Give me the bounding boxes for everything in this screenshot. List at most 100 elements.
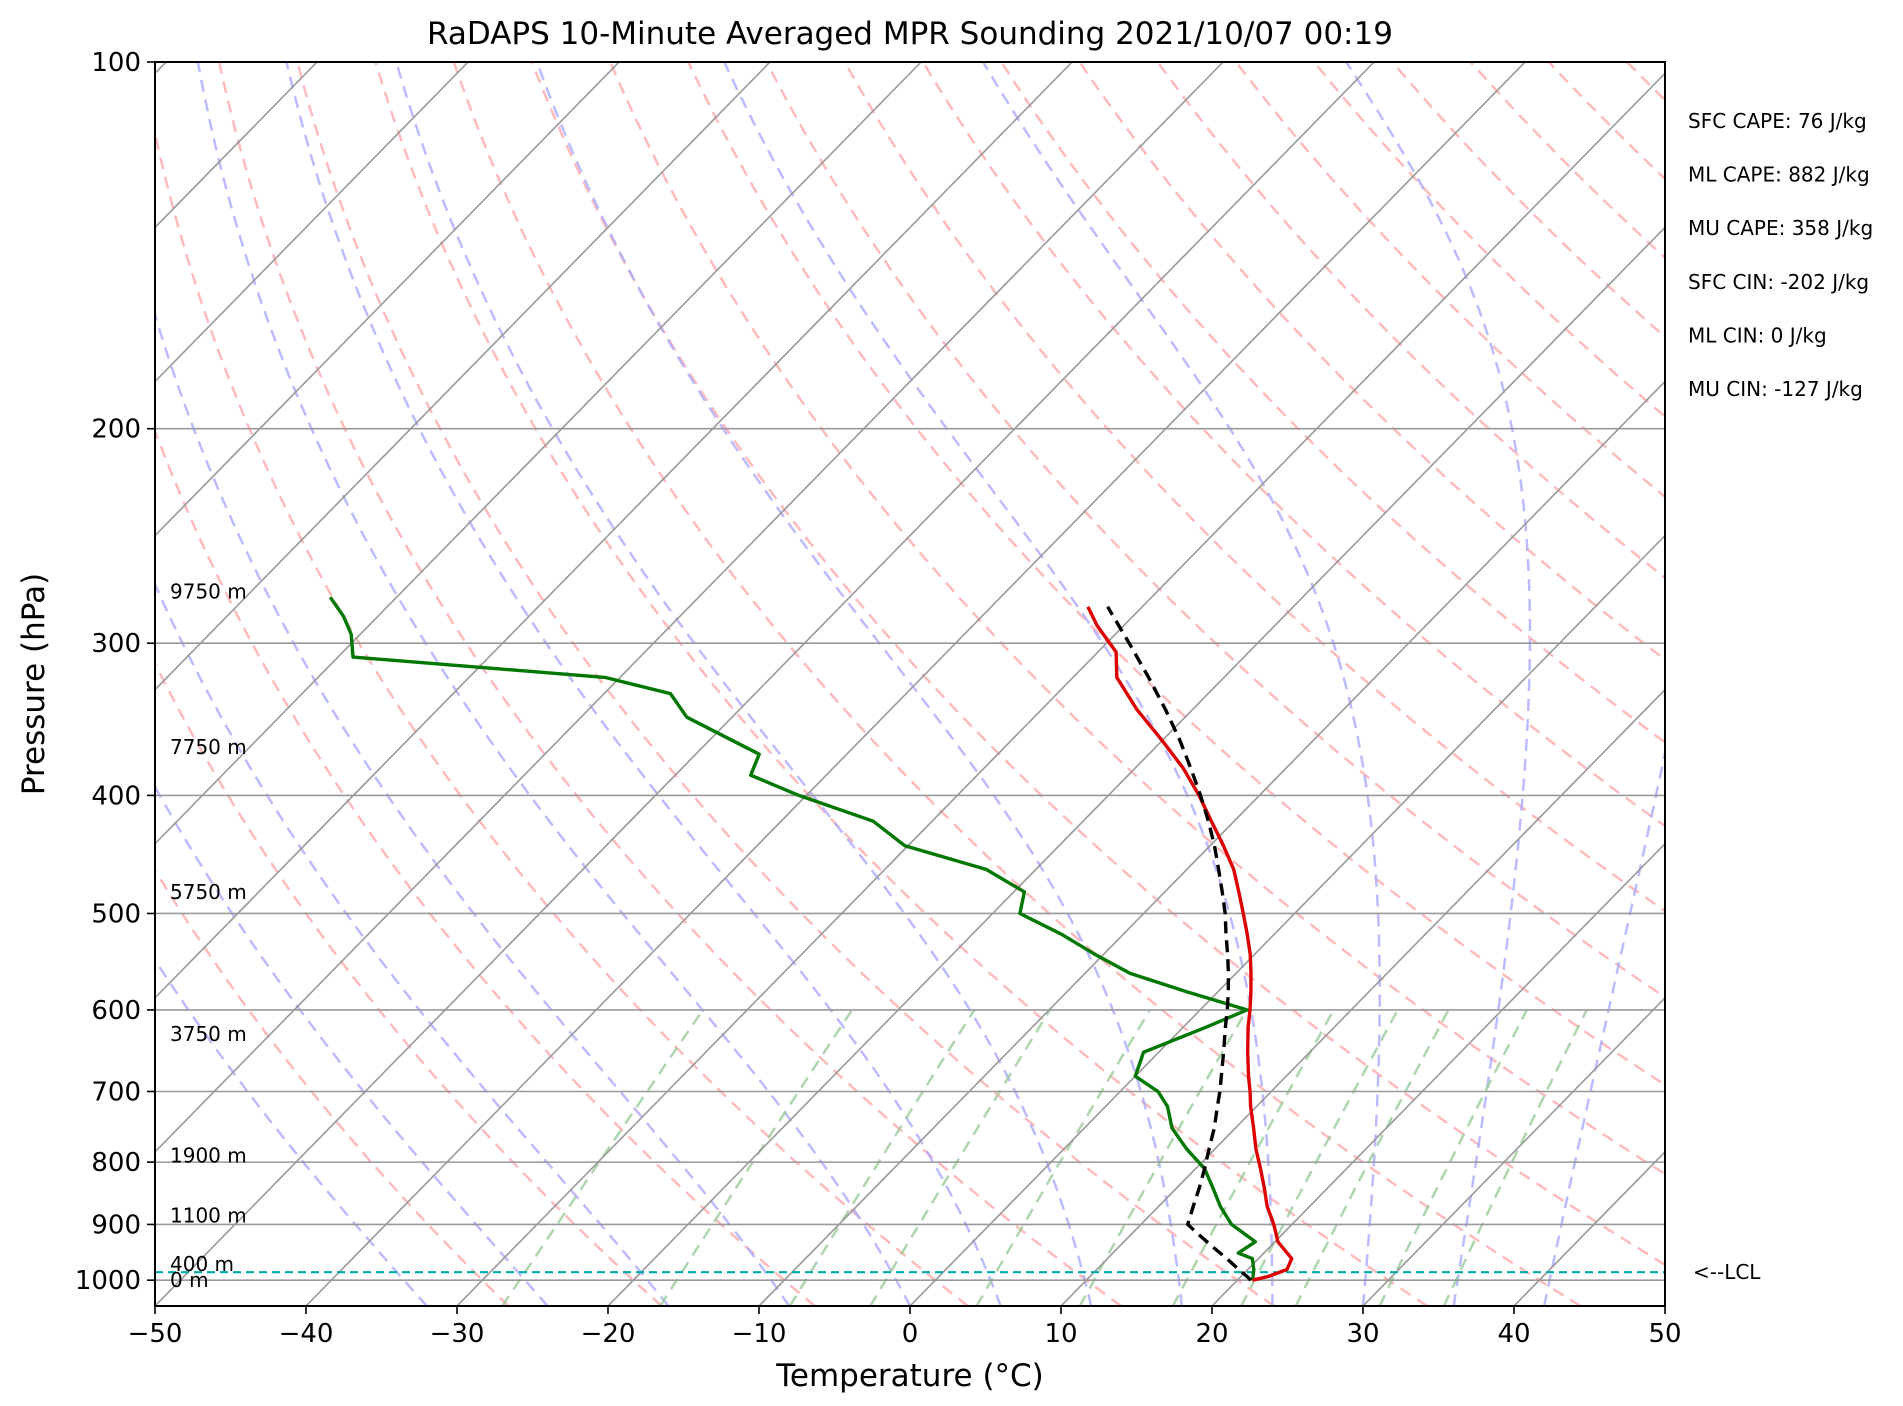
x-tick-label: −10 (732, 1319, 787, 1349)
dry-adiabat (530, 62, 1665, 1267)
moist-adiabat (155, 310, 791, 1306)
moist-adiabat (155, 581, 670, 1306)
x-tick-label: 30 (1346, 1319, 1379, 1349)
x-tick-label: −50 (128, 1319, 183, 1349)
mixing-ratio-line (1294, 1009, 1450, 1306)
y-axis-label: Pressure (hPa) (16, 573, 52, 795)
dry-adiabat (843, 62, 1665, 913)
isotherm-line (758, 380, 1665, 1306)
x-tick-label: −30 (430, 1319, 485, 1349)
x-tick-label: 50 (1648, 1319, 1681, 1349)
height-label: 9750 m (170, 579, 247, 603)
x-tick-label: −20 (581, 1319, 636, 1349)
mixing-ratio-line (659, 1009, 854, 1306)
mixing-ratio-line (869, 1009, 1052, 1306)
dry-adiabat (1705, 62, 1903, 1306)
mixing-ratio-line (788, 1009, 976, 1306)
stability-index-text: MU CIN: -127 J/kg (1688, 377, 1863, 401)
dry-adiabat (1234, 62, 1665, 499)
isotherm-line (1211, 842, 1665, 1306)
y-tick-label: 1000 (75, 1266, 141, 1296)
isotherm-line (909, 534, 1665, 1306)
dry-adiabat (1783, 62, 1903, 1306)
moist-adiabat (1542, 747, 1665, 1306)
y-tick-label: 900 (91, 1210, 141, 1240)
dry-adiabat (217, 62, 1122, 1306)
dry-adiabat (155, 127, 969, 1306)
dry-adiabat (155, 660, 663, 1306)
moist-adiabat (982, 62, 1381, 1306)
x-tick-label: 40 (1497, 1319, 1530, 1349)
stability-index-text: SFC CAPE: 76 J/kg (1688, 109, 1867, 133)
stability-index-text: ML CAPE: 882 J/kg (1688, 163, 1870, 187)
x-axis-label: Temperature (°C) (775, 1358, 1044, 1394)
dry-adiabat (1626, 62, 1665, 102)
dry-adiabat (1547, 62, 1665, 181)
y-tick-label: 500 (91, 899, 141, 929)
y-tick-label: 200 (91, 415, 141, 445)
height-label: 1100 m (170, 1204, 247, 1228)
mixing-ratio-line (1078, 1009, 1248, 1306)
isotherm-line (155, 62, 1375, 1306)
x-tick-label: 0 (902, 1319, 919, 1349)
height-label: 7750 m (170, 735, 247, 759)
mixing-ratio-line (975, 1009, 1151, 1306)
x-tick-label: 20 (1195, 1319, 1228, 1349)
dry-adiabat (1469, 62, 1665, 260)
mixing-ratio-line (1240, 1009, 1399, 1306)
isotherm-line (1362, 996, 1665, 1306)
y-tick-label: 600 (91, 996, 141, 1026)
y-tick-label: 800 (91, 1148, 141, 1178)
dry-adiabat (609, 62, 1665, 1176)
dry-adiabat (155, 427, 816, 1306)
dry-adiabat (452, 62, 1582, 1306)
mixing-ratio-line (1378, 1009, 1528, 1306)
x-tick-label: 10 (1044, 1319, 1077, 1349)
y-axis-ticks: 100 200 300 400 500 600 700 800 900 1000 (75, 48, 155, 1296)
dry-adiabat (1156, 62, 1665, 580)
lcl-label: <--LCL (1693, 1260, 1761, 1284)
mixing-ratio-line (1171, 1009, 1335, 1306)
height-label: 1900 m (170, 1143, 247, 1167)
dry-adiabat (155, 868, 510, 1306)
moist-adiabat (196, 62, 912, 1306)
dry-adiabat (1078, 62, 1665, 662)
stability-index-text: SFC CIN: -202 J/kg (1688, 270, 1869, 294)
stability-index-text: ML CIN: 0 J/kg (1688, 323, 1827, 347)
temperature-line (1086, 605, 1294, 1282)
background-guide-lines (155, 62, 1903, 1306)
y-tick-label: 700 (91, 1077, 141, 1107)
isotherm-line (155, 62, 922, 845)
moist-adiabat (155, 957, 428, 1306)
mixing-ratio-line (1442, 1009, 1588, 1306)
x-tick-label: −40 (279, 1319, 334, 1349)
dry-adiabat (1391, 62, 1665, 339)
parcel-line (1106, 605, 1253, 1282)
dewpoint-line (328, 596, 1257, 1281)
dry-adiabat (1313, 62, 1665, 419)
isotherm-line (607, 226, 1665, 1306)
isotherm-line (1513, 1150, 1665, 1306)
height-label: 0 m (170, 1268, 209, 1292)
moist-adiabat (535, 62, 1184, 1306)
y-tick-label: 300 (91, 629, 141, 659)
grid-lines (155, 62, 1665, 1306)
isotherm-line (155, 62, 1224, 1154)
dry-adiabat (922, 62, 1665, 828)
isotherm-line (155, 62, 1073, 999)
stability-index-text: MU CAPE: 358 J/kg (1688, 216, 1873, 240)
dry-adiabat (296, 62, 1275, 1306)
isotherm-line (305, 62, 1526, 1306)
isotherm-line (155, 62, 620, 537)
x-axis-ticks: −50 −40 −30 −20 −10 0 10 20 30 40 50 (128, 1306, 1682, 1349)
moist-adiabat (1345, 62, 1532, 1306)
y-tick-label: 400 (91, 781, 141, 811)
dry-adiabat (765, 62, 1665, 999)
stability-indices: SFC CAPE: 76 J/kg ML CAPE: 882 J/kg MU CAP… (1688, 109, 1873, 401)
isotherm-line (456, 72, 1665, 1306)
dry-adiabat (1000, 62, 1665, 744)
sounding-traces (155, 596, 1665, 1282)
chart-title: RaDAPS 10-Minute Averaged MPR Sounding 2… (427, 16, 1393, 52)
dry-adiabat (1862, 62, 1903, 1306)
